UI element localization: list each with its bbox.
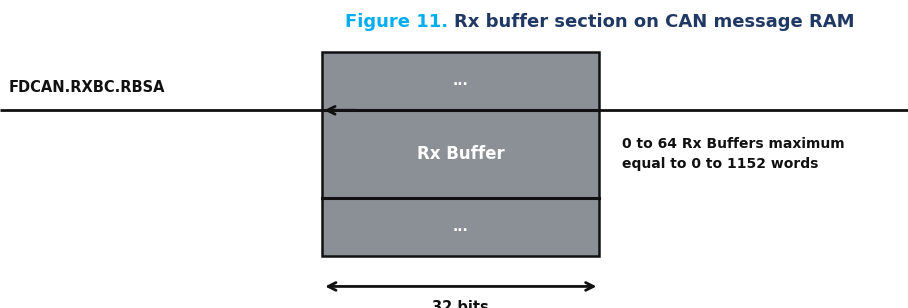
- Text: 32 bits: 32 bits: [432, 301, 489, 308]
- Text: Rx Buffer: Rx Buffer: [417, 145, 505, 163]
- Text: ...: ...: [453, 220, 469, 234]
- Text: Figure 11.: Figure 11.: [345, 13, 454, 30]
- Text: 0 to 64 Rx Buffers maximum
equal to 0 to 1152 words: 0 to 64 Rx Buffers maximum equal to 0 to…: [622, 137, 844, 171]
- Text: ...: ...: [453, 74, 469, 88]
- Bar: [322, 52, 599, 256]
- Text: Rx buffer section on CAN message RAM: Rx buffer section on CAN message RAM: [454, 13, 854, 30]
- Text: FDCAN.RXBC.RBSA: FDCAN.RXBC.RBSA: [9, 80, 165, 95]
